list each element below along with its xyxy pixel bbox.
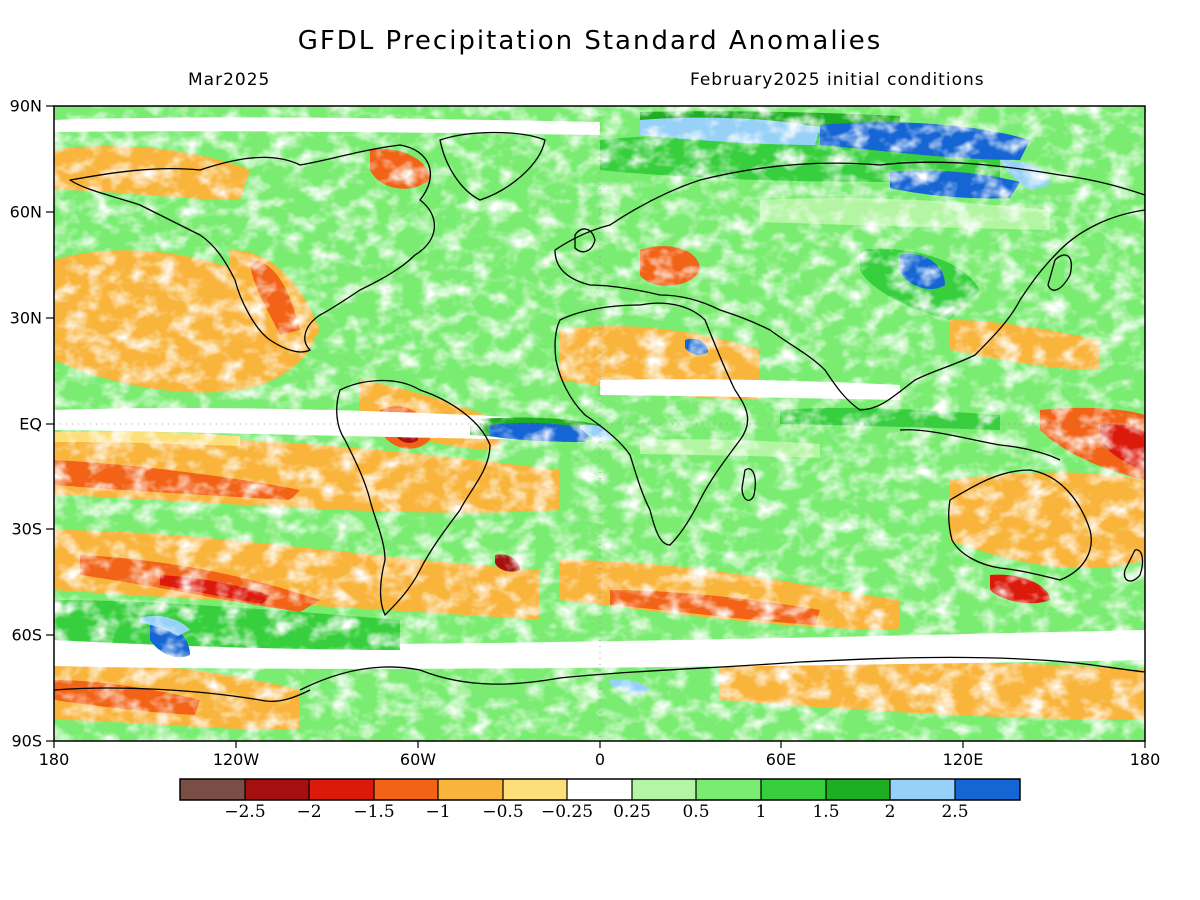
forecast-month: Mar2025 [188, 70, 271, 90]
colorbar-label: 2 [884, 802, 896, 822]
lon-label-120w: 120W [212, 750, 260, 769]
colorbar-label: −2.5 [224, 802, 266, 822]
colorbar-swatch [180, 779, 245, 800]
colorbar-label: 2.5 [941, 802, 969, 822]
lat-ticks [46, 105, 54, 742]
colorbar-label: −0.25 [540, 802, 594, 822]
lat-label-eq: EQ [19, 414, 42, 434]
new-zealand-coastline [1123, 549, 1144, 582]
greenland-coastline [439, 131, 546, 201]
indonesia-coastline [899, 429, 1061, 461]
uk-coastline [574, 228, 596, 253]
lat-label-90s: 90S [11, 731, 42, 751]
lon-label-60w: 60W [399, 750, 437, 769]
madagascar-coastline [741, 468, 756, 501]
colorbar-label: −1.5 [353, 802, 395, 822]
lon-label-180e: 180 [1129, 750, 1161, 769]
lat-label-60s: 60S [11, 625, 42, 645]
lon-label-0: 0 [594, 750, 606, 769]
antarctic-peninsula-coastline [54, 687, 311, 702]
map-panel [54, 106, 1145, 741]
lat-label-90n: 90N [9, 96, 42, 116]
colorbar [179, 778, 1021, 801]
eurasia-coastline [554, 161, 1145, 411]
lon-ticks [53, 741, 1146, 748]
anomaly-texture [54, 106, 1145, 741]
lon-label-60e: 60E [765, 750, 797, 769]
colorbar-label: 0.5 [682, 802, 710, 822]
colorbar-label: −2 [296, 802, 322, 822]
colorbar-swatch [632, 779, 696, 800]
lat-label-30n: 30N [9, 308, 42, 328]
colorbar-label: −1 [425, 802, 451, 822]
africa-coastline [554, 302, 749, 546]
colorbar-label: 1 [755, 802, 767, 822]
antarctica-coastline [299, 656, 1145, 691]
lon-label-120e: 120E [942, 750, 984, 769]
colorbar-label: −0.5 [482, 802, 524, 822]
colorbar-swatch [955, 779, 1020, 800]
lat-label-30s: 30S [11, 519, 42, 539]
colorbar-swatch [761, 779, 826, 800]
initial-conditions-label: February2025 initial conditions [690, 70, 985, 90]
lat-label-60n: 60N [9, 202, 42, 222]
colorbar-swatch [890, 779, 955, 800]
colorbar-label: 0.25 [613, 802, 651, 822]
north-america-coastline [69, 144, 436, 353]
colorbar-label: 1.5 [812, 802, 840, 822]
south-america-coastline [336, 379, 491, 616]
colorbar-frame [179, 778, 1021, 801]
colorbar-dividers [244, 779, 956, 800]
lon-label-180w: 180 [38, 750, 70, 769]
japan-coastline [1047, 254, 1072, 291]
colorbar-swatch [438, 779, 503, 800]
colorbar-swatch [374, 779, 438, 800]
colorbar-swatch [503, 779, 567, 800]
colorbar-swatch [245, 779, 309, 800]
colorbar-swatch [567, 779, 632, 800]
colorbar-swatch [696, 779, 761, 800]
colorbar-swatch [826, 779, 890, 800]
coastlines [54, 131, 1145, 702]
map-title: GFDL Precipitation Standard Anomalies [297, 26, 883, 56]
australia-coastline [948, 469, 1092, 581]
colorbar-swatch [309, 779, 374, 800]
